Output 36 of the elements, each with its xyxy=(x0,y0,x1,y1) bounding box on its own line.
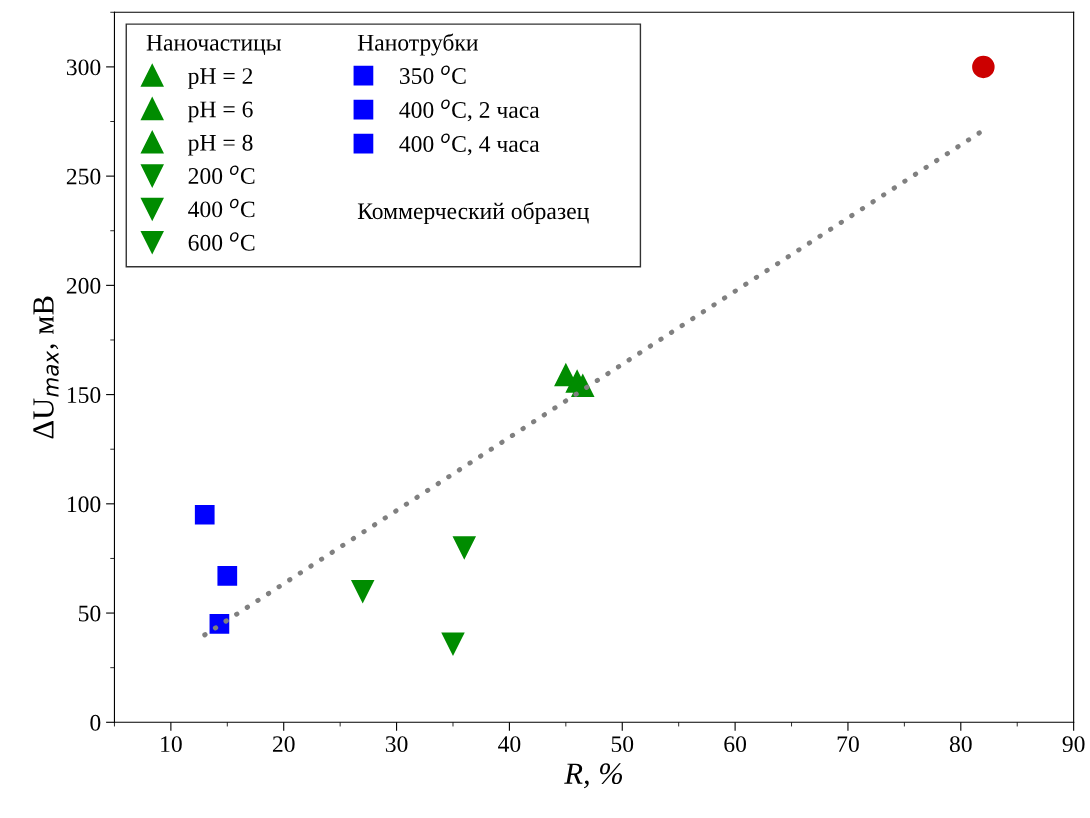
point xyxy=(217,566,238,586)
x-tick-label: 30 xyxy=(385,736,408,753)
point xyxy=(194,504,215,525)
legend-label: 400 $^{o}$C xyxy=(188,198,255,218)
y-tick-label: 200 xyxy=(66,277,101,294)
x-tick-label: 20 xyxy=(272,736,295,753)
x-tick-label: 80 xyxy=(949,736,972,753)
x-tick-label: 70 xyxy=(837,736,859,753)
y-tick-label: 100 xyxy=(67,496,101,513)
x-tick-label: 90 xyxy=(1062,736,1085,753)
x-tick-label: 40 xyxy=(498,736,521,753)
x-axis-title: R, % xyxy=(564,763,623,789)
legend-label: 400 $^{o}$C, 2 часа xyxy=(399,99,540,122)
y-tick-label: 0 xyxy=(90,714,101,731)
legend-label: pH = 2 xyxy=(188,68,253,89)
annotation: Нанотрубки xyxy=(357,33,478,56)
point xyxy=(351,579,374,603)
legend-label: pH = 6 xyxy=(188,101,253,123)
legend-label: 400 $^{o}$C, 4 часа xyxy=(399,133,540,156)
x-tick-label: 60 xyxy=(724,736,747,753)
x-tick-label: 50 xyxy=(611,736,634,753)
y-axis-title: ΔU$_{max}$, мВ xyxy=(33,296,59,439)
x-tick-label: 10 xyxy=(161,736,182,753)
legend-label: 350 $^{o}$C xyxy=(399,65,466,84)
y-tick-label: 150 xyxy=(67,387,101,404)
y-tick-label: 250 xyxy=(66,168,101,185)
annotation: Коммерческий образец xyxy=(357,202,589,224)
annotation: Наночастицы xyxy=(146,34,282,55)
point xyxy=(441,632,465,655)
y-tick-label: 50 xyxy=(79,605,101,622)
legend-label: pH = 8 xyxy=(188,134,253,156)
legend-label: 600 $^{o}$C xyxy=(188,232,255,251)
legend-label: 200 $^{o}$C xyxy=(188,165,255,184)
point xyxy=(972,55,995,79)
y-tick-label: 300 xyxy=(66,59,101,76)
point xyxy=(453,536,476,559)
